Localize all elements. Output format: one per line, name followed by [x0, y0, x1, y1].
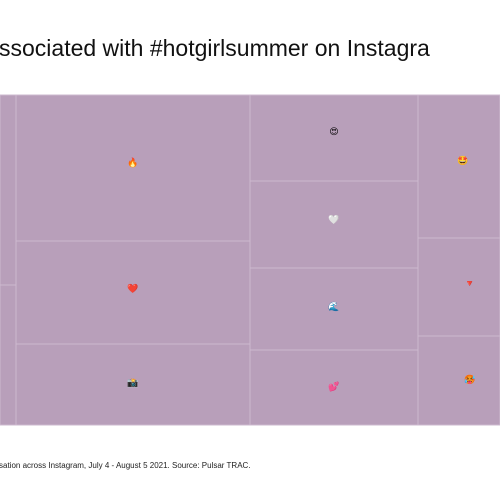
tile-label: 😍	[329, 127, 338, 138]
tile-label: 🤩	[457, 156, 468, 167]
tile	[249, 180, 419, 269]
tile	[249, 94, 419, 182]
tile-label: 💕	[328, 381, 339, 393]
tile	[15, 94, 251, 242]
tile	[417, 335, 500, 426]
title: ssociated with #hotgirlsummer on Instagr…	[0, 35, 430, 61]
tile	[0, 94, 17, 286]
tile-label: 🥵	[464, 375, 475, 386]
tile	[249, 267, 419, 351]
tile	[15, 343, 251, 426]
tile	[417, 237, 500, 337]
tile-label: 🔥	[127, 157, 138, 169]
tile	[249, 349, 419, 426]
tile	[15, 240, 251, 345]
tile-label: ❤️	[127, 284, 139, 295]
tile-label: 🤍	[328, 215, 340, 226]
treemap: 🔥 ❤️ 📸 😍 🤍 🌊 💕 🤩 🔻 🥵	[0, 94, 500, 426]
tile	[417, 94, 500, 239]
tile	[0, 284, 17, 426]
tile-label: 🔻	[464, 280, 475, 290]
tile-label: 🌊	[328, 301, 339, 313]
footnote: sation across Instagram, July 4 - August…	[0, 461, 251, 470]
tile-label: 📸	[127, 378, 138, 389]
